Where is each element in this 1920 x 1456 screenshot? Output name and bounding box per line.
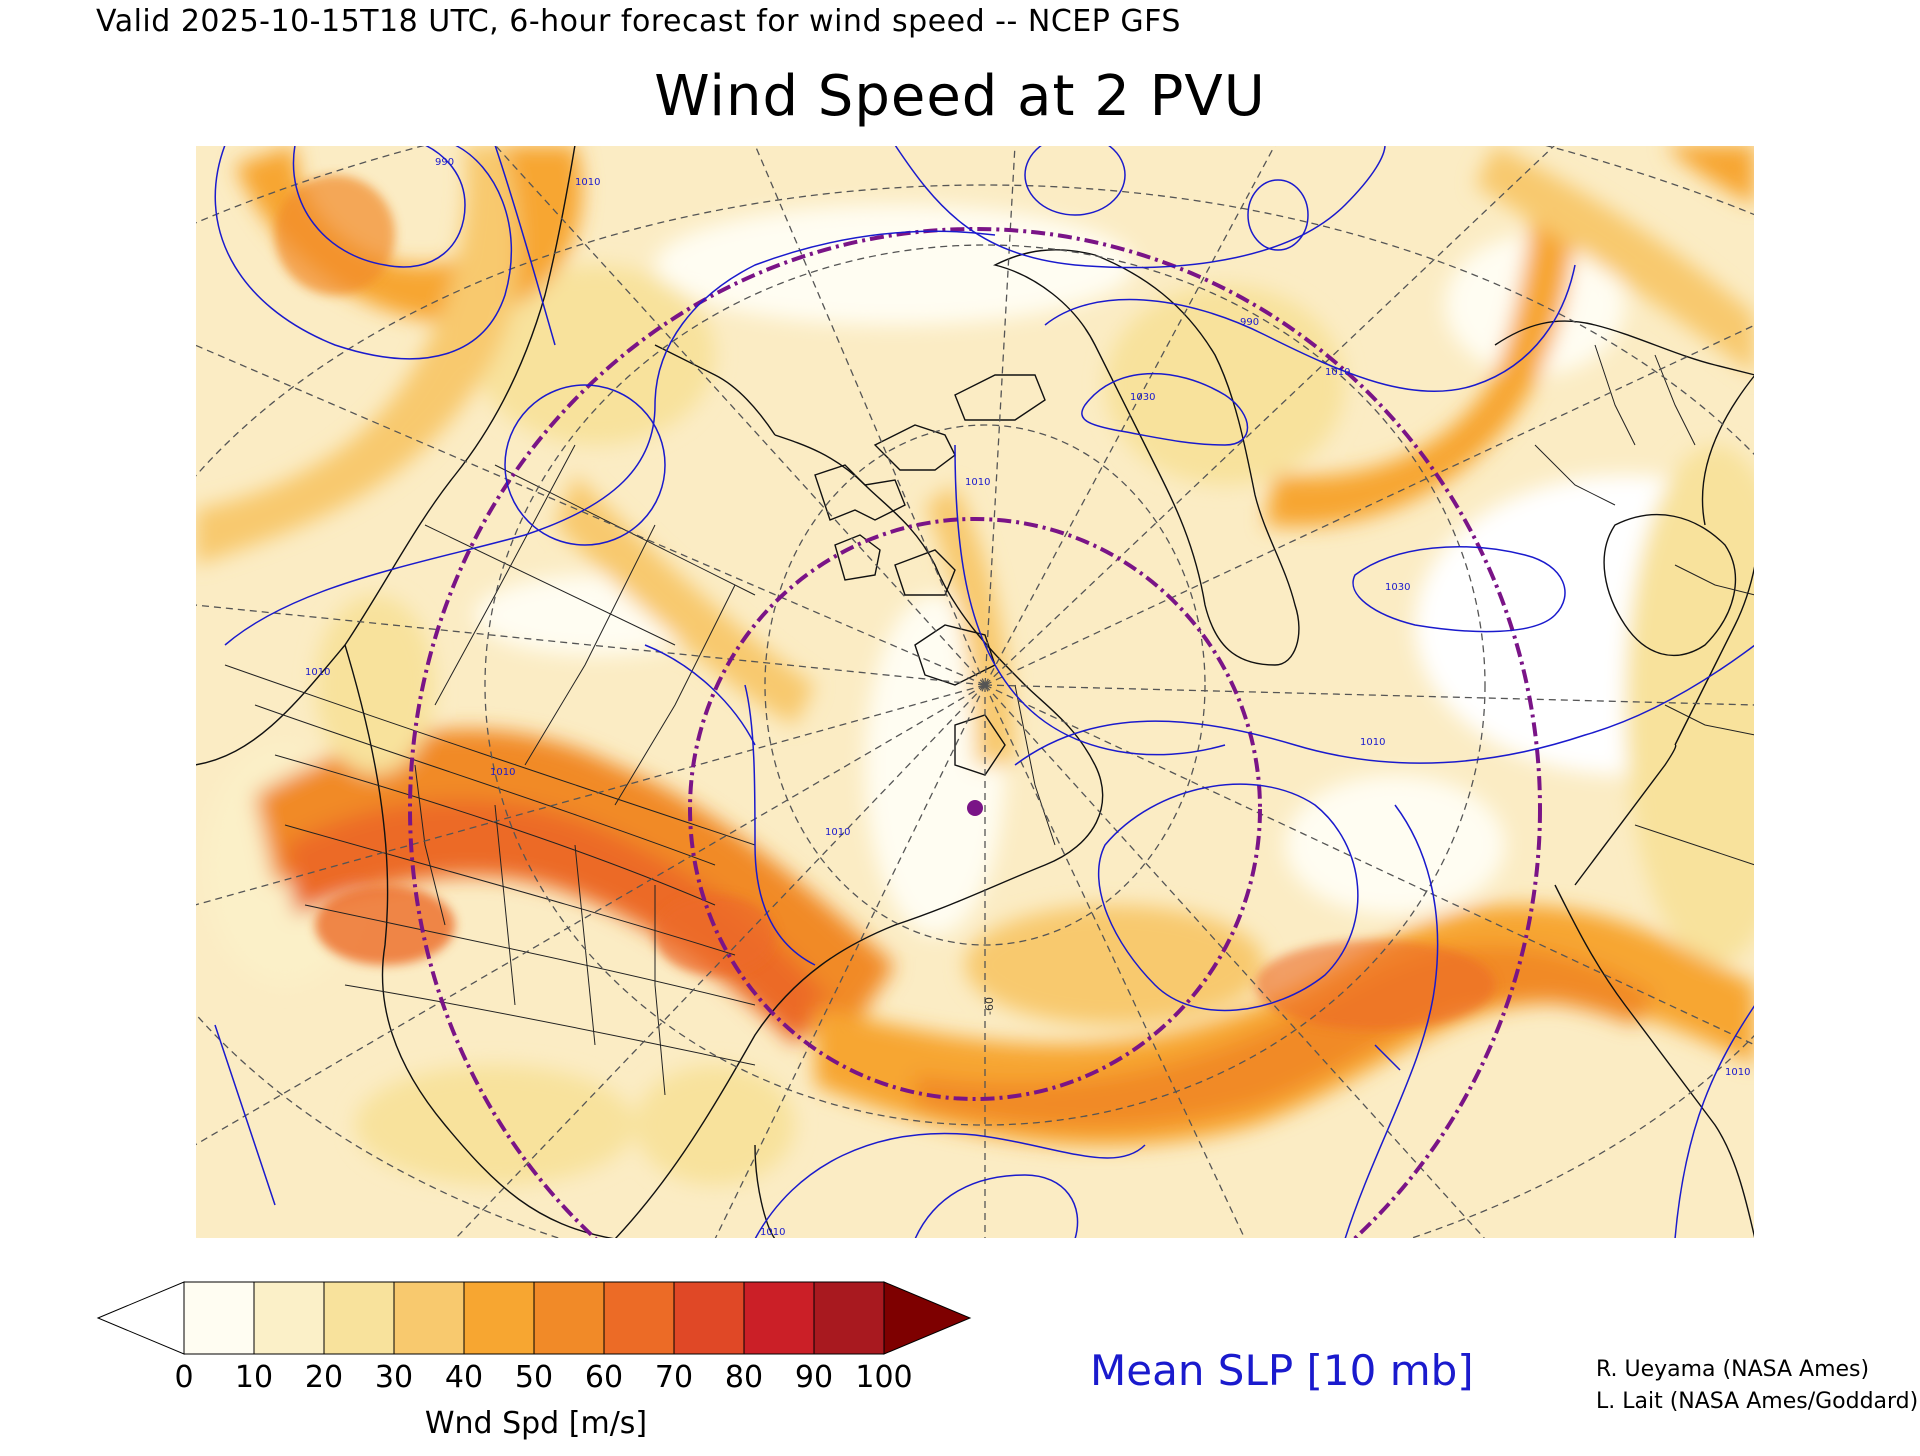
slp-legend: Mean SLP [10 mb] [1090,1346,1474,1395]
svg-text:1010: 1010 [760,1227,785,1238]
graticule [195,145,1755,1239]
svg-text:1010: 1010 [965,477,990,488]
colorbar-tick-label: 20 [304,1360,344,1395]
map-svg: 990 1010 990 1010 1030 1010 1030 1010 10… [195,145,1755,1239]
colorbar-tick-label: 100 [855,1360,913,1395]
colorbar-segment [183,1281,255,1355]
wind-speed-cores [275,175,1495,1030]
svg-text:1010: 1010 [305,667,330,678]
colorbar-segment [533,1281,605,1355]
colorbar-segment [673,1281,745,1355]
colorbar-segment [253,1281,325,1355]
credit-line-2: L. Lait (NASA Ames/Goddard) [1596,1389,1919,1414]
range-rings [408,227,1542,1239]
main-title: Wind Speed at 2 PVU [654,64,1266,129]
valid-time-header: Valid 2025-10-15T18 UTC, 6-hour forecast… [96,4,1181,39]
svg-text:1030: 1030 [1385,582,1410,593]
colorbar-tick-label: 70 [654,1360,694,1395]
map-frame [195,145,1755,1239]
colorbar-tick-label: 30 [374,1360,414,1395]
svg-text:-60: -60 [983,997,996,1015]
colorbar-svg [96,1281,972,1355]
colorbar-segment [463,1281,535,1355]
colorbar-tick-label: 50 [514,1360,554,1395]
station-dot [967,800,983,816]
colorbar-over-triangle [883,1281,972,1355]
svg-text:1010: 1010 [825,827,850,838]
colorbar-tick-label: 60 [584,1360,624,1395]
svg-text:1030: 1030 [1130,392,1155,403]
credits: R. Ueyama (NASA Ames) L. Lait (NASA Ames… [1596,1354,1918,1418]
colorbar-under-triangle [96,1281,185,1355]
colorbar-tick-label: 90 [794,1360,834,1395]
svg-text:1010: 1010 [490,767,515,778]
svg-text:1010: 1010 [1725,1067,1750,1078]
slp-isobars [214,145,1755,1239]
colorbar-segment [603,1281,675,1355]
credit-line-1: R. Ueyama (NASA Ames) [1596,1357,1870,1382]
svg-text:1010: 1010 [1325,367,1350,378]
map-panel: 990 1010 990 1010 1030 1010 1030 1010 10… [195,145,1755,1239]
svg-text:1010: 1010 [1360,737,1385,748]
colorbar-segment [323,1281,395,1355]
colorbar: 0 10 20 30 40 50 60 70 80 90 100 Wnd Spd [m/s] [96,1266,976,1456]
meridian-label: -60 [983,997,996,1015]
svg-text:1010: 1010 [575,177,600,188]
colorbar-tick-label: 10 [234,1360,274,1395]
colorbar-tick-label: 0 [174,1360,194,1395]
colorbar-label: Wnd Spd [m/s] [424,1406,648,1441]
colorbar-segment [393,1281,465,1355]
coastlines [195,145,1755,1239]
svg-text:990: 990 [1240,317,1259,328]
colorbar-segment [743,1281,815,1355]
svg-text:990: 990 [435,157,454,168]
colorbar-tick-label: 80 [724,1360,764,1395]
colorbar-tick-label: 40 [444,1360,484,1395]
colorbar-segment [813,1281,885,1355]
isobar-labels: 990 1010 990 1010 1030 1010 1030 1010 10… [305,157,1750,1238]
